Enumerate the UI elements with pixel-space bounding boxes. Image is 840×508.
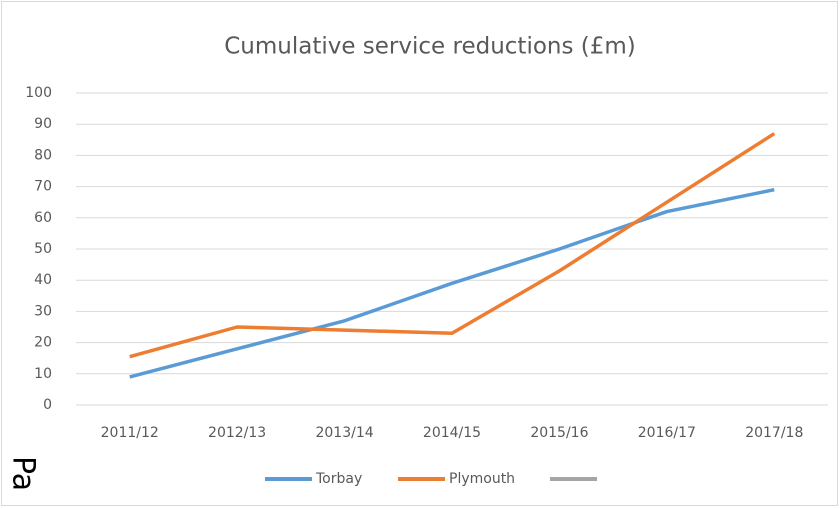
x-tick-label: 2011/12 bbox=[101, 425, 159, 441]
legend-label: Torbay bbox=[315, 471, 362, 487]
y-tick-label: 30 bbox=[34, 303, 52, 319]
y-tick-label: 60 bbox=[34, 210, 52, 226]
y-tick-label: 50 bbox=[34, 241, 52, 257]
x-tick-label: 2016/17 bbox=[638, 425, 696, 441]
y-tick-label: 100 bbox=[25, 85, 52, 101]
legend-label: Plymouth bbox=[449, 471, 515, 487]
y-tick-label: 70 bbox=[34, 179, 52, 195]
x-tick-label: 2017/18 bbox=[745, 425, 803, 441]
y-tick-label: 0 bbox=[43, 397, 52, 413]
line-series bbox=[129, 132, 776, 359]
chart-title: Cumulative service reductions (£m) bbox=[224, 34, 636, 60]
y-tick-label: 80 bbox=[34, 147, 52, 163]
y-tick-label: 20 bbox=[34, 335, 52, 351]
side-text: Pa bbox=[6, 456, 41, 491]
x-tick-label: 2015/16 bbox=[530, 425, 588, 441]
y-tick-label: 10 bbox=[34, 366, 52, 382]
x-tick-label: 2012/13 bbox=[208, 425, 266, 441]
x-tick-label: 2013/14 bbox=[315, 425, 373, 441]
x-tick-label: 2014/15 bbox=[423, 425, 481, 441]
y-tick-label: 40 bbox=[34, 272, 52, 288]
y-tick-label: 90 bbox=[34, 116, 52, 132]
line-series bbox=[129, 188, 775, 379]
